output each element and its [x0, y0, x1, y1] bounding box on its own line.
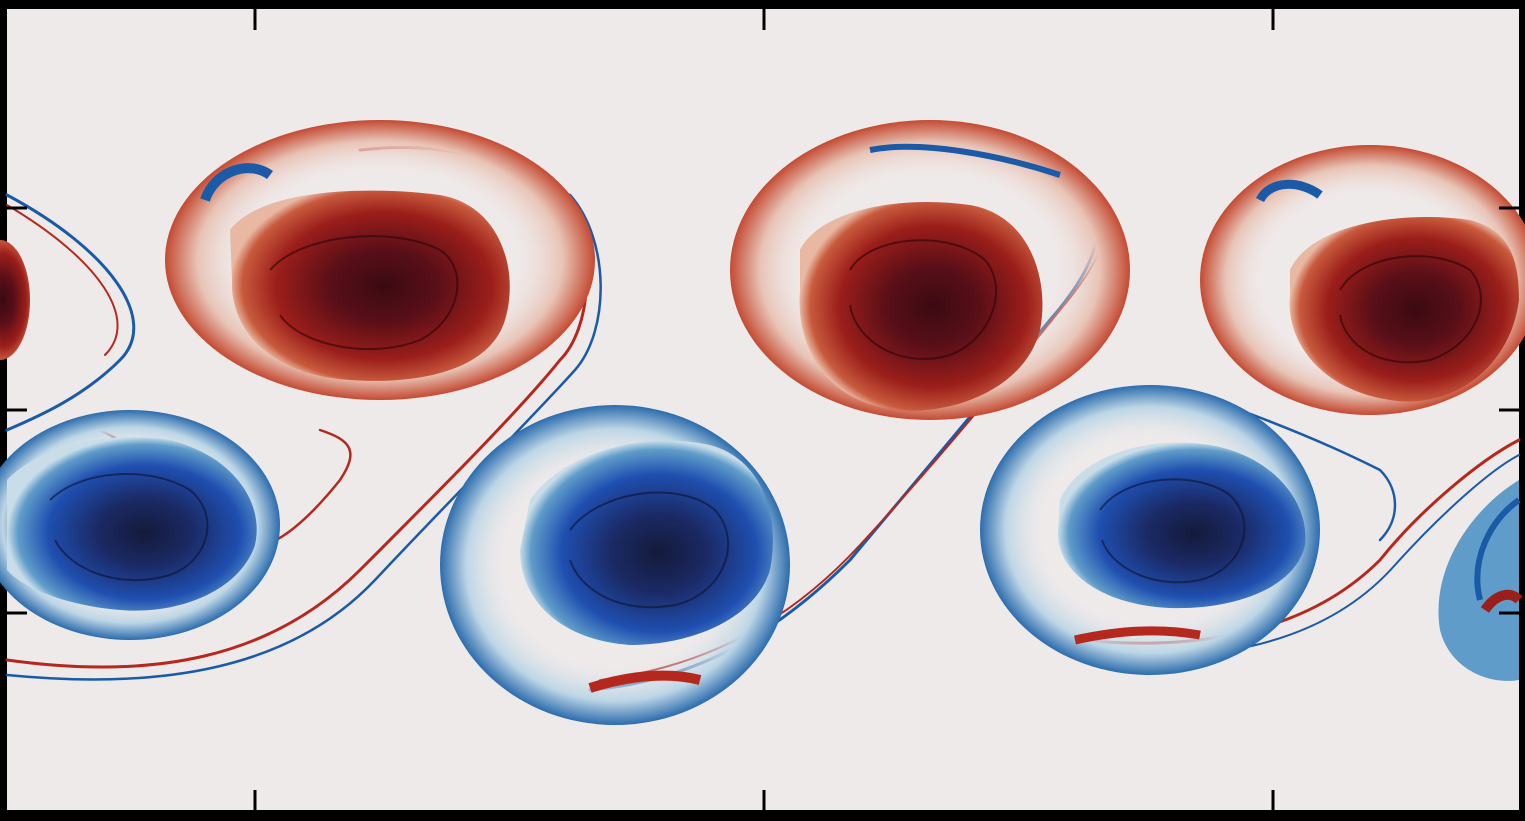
field-background: [7, 9, 1519, 810]
axis-ticks: [7, 9, 1519, 810]
vortex-positive-left-edge: [0, 240, 30, 360]
vortex-street: [0, 120, 1525, 725]
vortex-negative-2: [440, 405, 790, 725]
vortex-negative-3: [980, 385, 1320, 675]
vortex-negative-1: [0, 410, 280, 640]
vortex-positive-3: [1200, 145, 1525, 415]
vortex-negative-right-edge: [1438, 480, 1523, 681]
vortex-positive-1: [165, 120, 595, 400]
vortex-positive-2: [730, 120, 1130, 420]
